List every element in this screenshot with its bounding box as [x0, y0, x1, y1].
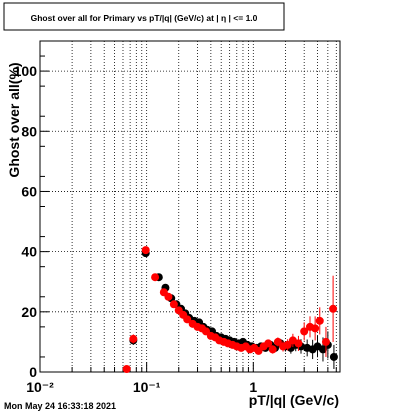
- timestamp-footer: Mon May 24 16:33:18 2021: [4, 401, 116, 411]
- y-tick-label: 0: [29, 364, 37, 380]
- x-axis-label: pT/|q| (GeV/c): [249, 392, 339, 408]
- data-point: [329, 352, 338, 361]
- data-point: [300, 327, 309, 336]
- x-tick-label: 10⁻¹: [133, 379, 161, 395]
- x-tick-label: 10⁻²: [26, 379, 54, 395]
- data-point: [311, 324, 320, 333]
- y-tick-label: 100: [14, 63, 38, 79]
- data-point: [183, 315, 192, 324]
- x-tick-label: 1: [249, 379, 257, 395]
- data-point: [315, 316, 324, 325]
- chart-title: Ghost over all for Primary vs pT/|q| (Ge…: [31, 13, 258, 23]
- data-point: [268, 345, 277, 354]
- y-tick-label: 80: [21, 123, 37, 139]
- data-point: [151, 273, 160, 282]
- title-box: Ghost over all for Primary vs pT/|q| (Ge…: [3, 2, 285, 31]
- data-point: [264, 339, 273, 348]
- data-point: [129, 334, 138, 343]
- data-point: [141, 246, 150, 255]
- y-tick-label: 40: [21, 244, 37, 260]
- data-point: [283, 340, 292, 349]
- series-layer: [122, 246, 338, 373]
- title-box-frame: [3, 2, 285, 31]
- axes-layer: 10⁻² 10⁻¹ 1 0 20 40 60 80 100: [14, 40, 341, 395]
- data-series-1: [122, 246, 338, 373]
- data-point: [321, 337, 330, 346]
- y-tick-label: 60: [21, 183, 37, 199]
- data-point: [273, 337, 282, 346]
- grid-layer: [40, 41, 340, 372]
- data-point: [164, 292, 173, 301]
- data-point: [294, 339, 303, 348]
- data-point: [329, 304, 338, 313]
- y-tick-label: 20: [21, 304, 37, 320]
- y-axis-label: Ghost over all(%): [6, 62, 22, 177]
- data-point: [169, 300, 178, 309]
- data-point: [122, 364, 131, 373]
